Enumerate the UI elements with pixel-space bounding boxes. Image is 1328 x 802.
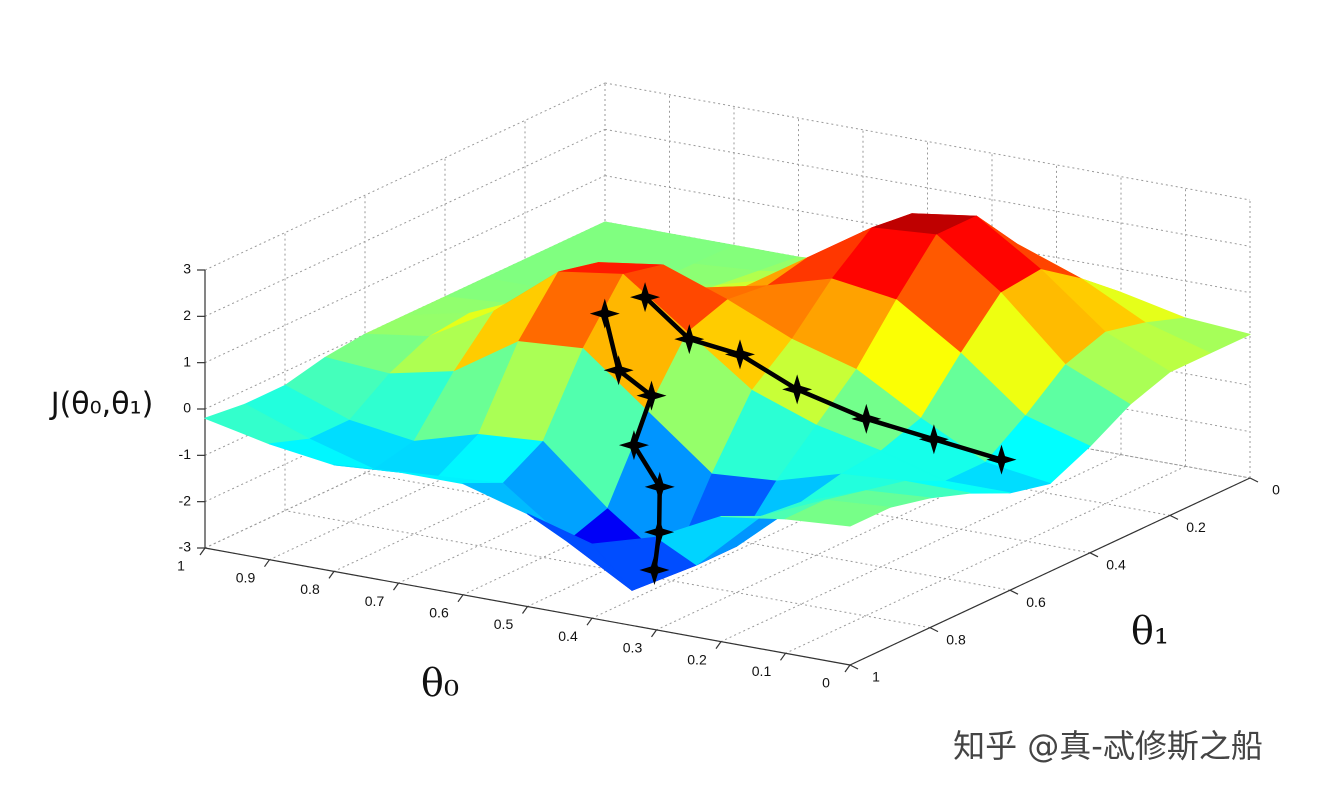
path-layer (589, 282, 1017, 586)
y-tick (929, 627, 939, 633)
y-tick (1009, 589, 1019, 595)
z-tick-label: 1 (183, 353, 191, 369)
label-layer: -3 -2 -1 0 1 2 3 0 0.1 0.2 0.3 0.4 0.5 0.6 0.7 0.8 0.9 1 0… (177, 261, 1280, 691)
x-axis-label: θ₀ (421, 661, 459, 705)
x-tick-label: 0.8 (300, 581, 320, 597)
x-tick (844, 664, 851, 673)
z-tick-label: -1 (179, 446, 192, 462)
descent-marker (644, 471, 675, 502)
x-tick (393, 582, 399, 591)
grid-line (591, 430, 993, 619)
x-tick (199, 547, 206, 556)
grid-line (604, 360, 1251, 479)
descent-marker (603, 355, 634, 386)
descent-marker (618, 430, 649, 461)
descent-marker (630, 282, 661, 313)
z-tick-label: 3 (183, 261, 191, 277)
y-tick (1089, 552, 1099, 558)
x-tick (522, 606, 528, 614)
x-tick (780, 652, 786, 661)
grid-line (604, 82, 1251, 201)
descent-marker (636, 380, 667, 411)
descent-marker (589, 298, 620, 329)
grid-line (284, 510, 931, 629)
x-tick-label: 0.6 (429, 605, 449, 621)
descent-marker (986, 444, 1017, 475)
y-tick (1169, 514, 1179, 520)
grid-line (204, 175, 606, 364)
grid-line (604, 128, 1251, 247)
x-tick-label: 0.5 (494, 616, 514, 632)
y-tick-label: 0.2 (1186, 519, 1206, 535)
x-tick (457, 594, 464, 603)
grid-line (604, 175, 1251, 294)
y-tick-label: 1 (872, 669, 880, 685)
watermark: 知乎 @真-忒修斯之船 (953, 727, 1263, 765)
descent-marker (851, 403, 882, 434)
x-tick (651, 629, 657, 638)
x-tick-label: 1 (177, 558, 185, 574)
descent-marker (782, 374, 813, 405)
x-tick-label: 0 (822, 675, 830, 691)
z-tick-label: -3 (179, 539, 192, 555)
descent-marker (639, 555, 670, 586)
x-tick (328, 571, 335, 579)
descent-marker (674, 324, 705, 355)
x-tick-label: 0.2 (687, 651, 707, 667)
grid-line (364, 472, 1011, 591)
descent-marker (725, 339, 755, 370)
x-tick-label: 0.1 (752, 663, 772, 679)
grid-line (656, 442, 1057, 631)
grid-line (720, 454, 1122, 643)
y-tick-label: 0.4 (1106, 557, 1126, 573)
y-tick (1249, 477, 1259, 483)
x-tick (715, 641, 722, 649)
descent-marker (918, 424, 949, 455)
grid-line (204, 128, 606, 317)
x-tick-label: 0.3 (623, 640, 643, 656)
z-axis-label: J(θ₀,θ₁) (49, 387, 154, 422)
z-tick-label: 0 (183, 400, 191, 416)
x-tick-label: 0.7 (365, 593, 385, 609)
grid-line (785, 465, 1186, 654)
y-tick-label: 0 (1272, 482, 1280, 498)
y-tick-label: 0.8 (946, 631, 966, 647)
z-tick-label: 2 (183, 307, 191, 323)
x-tick (264, 559, 270, 568)
surface-layer (204, 213, 1251, 591)
y-tick-label: 0.6 (1026, 594, 1046, 610)
y-axis-label: θ₁ (1131, 609, 1169, 653)
y-axis (849, 477, 1251, 666)
descent-marker (644, 517, 675, 548)
grid-line (604, 314, 1251, 433)
x-tick-label: 0.4 (558, 628, 578, 644)
x-tick-label: 0.9 (236, 569, 256, 585)
grid-line (204, 82, 606, 271)
z-tick-label: -2 (179, 492, 192, 508)
x-tick (586, 617, 593, 626)
y-tick (849, 664, 859, 670)
surface-patch (785, 499, 891, 527)
